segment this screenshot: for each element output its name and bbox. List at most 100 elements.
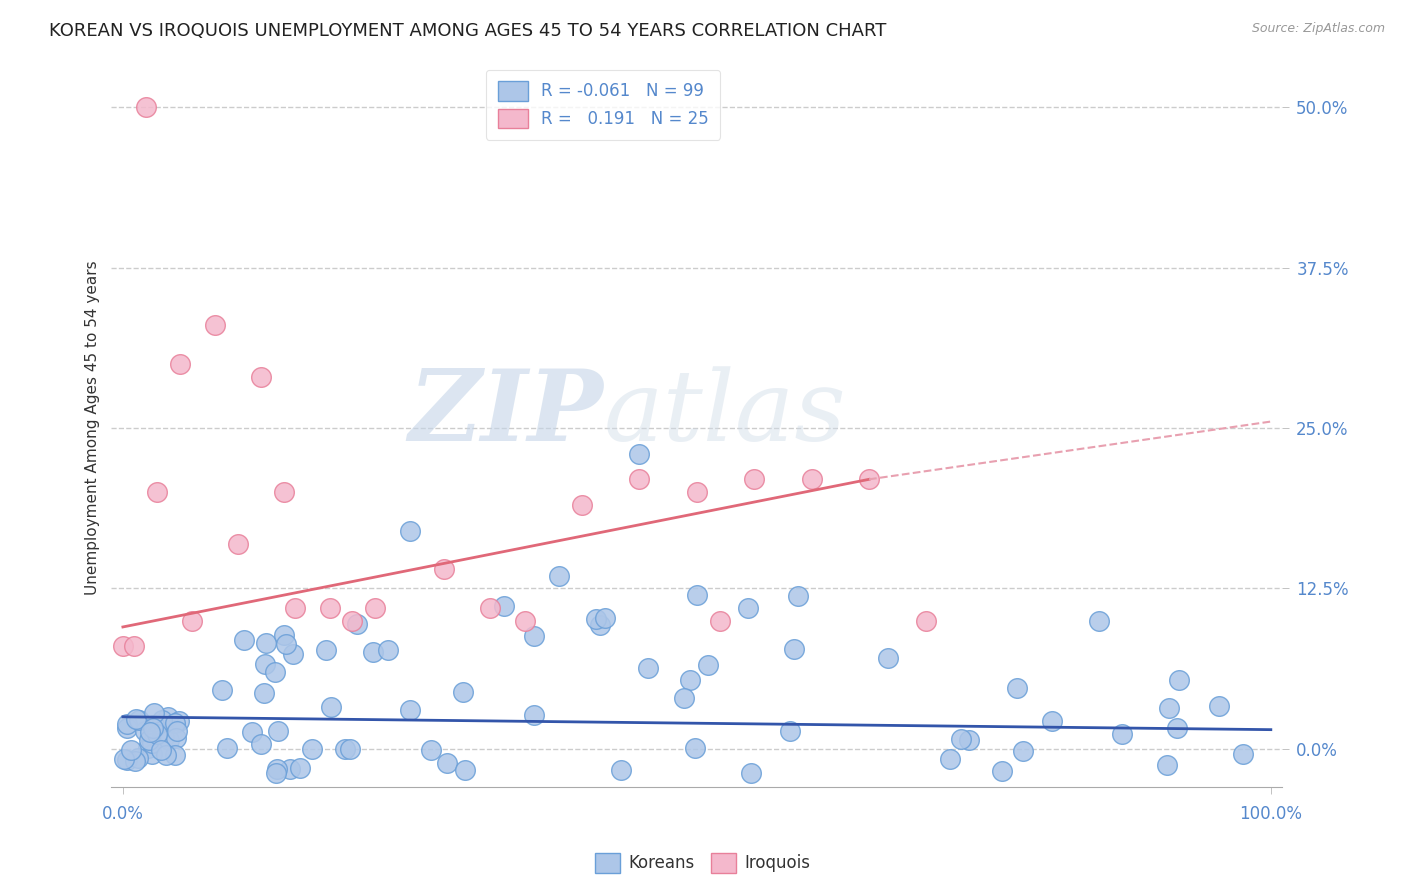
- Point: [167, 714, 190, 728]
- Point: [111, 639, 134, 653]
- Point: [165, 748, 187, 763]
- Point: [232, 632, 254, 647]
- Point: [264, 665, 287, 680]
- Point: [217, 741, 239, 756]
- Point: [134, 723, 156, 738]
- Point: [254, 635, 277, 649]
- Y-axis label: Unemployment Among Ages 45 to 54 years: Unemployment Among Ages 45 to 54 years: [86, 260, 100, 595]
- Point: [146, 485, 169, 500]
- Point: [165, 731, 187, 745]
- Point: [523, 708, 546, 723]
- Point: [124, 639, 146, 653]
- Point: [454, 764, 477, 778]
- Point: [273, 485, 295, 500]
- Point: [1040, 714, 1063, 728]
- Point: [364, 600, 387, 615]
- Point: [321, 699, 343, 714]
- Point: [120, 743, 142, 757]
- Point: [673, 690, 696, 705]
- Point: [876, 650, 898, 665]
- Point: [143, 706, 166, 721]
- Point: [858, 472, 880, 486]
- Point: [593, 611, 616, 625]
- Text: atlas: atlas: [603, 366, 846, 461]
- Text: Source: ZipAtlas.com: Source: ZipAtlas.com: [1251, 22, 1385, 36]
- Point: [1012, 744, 1035, 758]
- Point: [240, 725, 263, 739]
- Point: [112, 752, 135, 766]
- Point: [779, 724, 801, 739]
- Point: [1007, 681, 1029, 696]
- Point: [709, 614, 731, 628]
- Point: [165, 715, 187, 730]
- Legend: R = -0.061   N = 99, R =   0.191   N = 25: R = -0.061 N = 99, R = 0.191 N = 25: [486, 70, 720, 140]
- Point: [138, 733, 160, 747]
- Point: [142, 721, 165, 735]
- Point: [169, 357, 191, 371]
- Point: [740, 765, 762, 780]
- Point: [250, 737, 273, 751]
- Point: [957, 732, 980, 747]
- Point: [127, 751, 149, 765]
- Point: [339, 742, 361, 756]
- Point: [1087, 614, 1109, 628]
- Point: [683, 740, 706, 755]
- Point: [609, 764, 631, 778]
- Point: [686, 588, 709, 602]
- Point: [1157, 700, 1180, 714]
- Point: [166, 723, 188, 738]
- Point: [548, 568, 571, 582]
- Point: [318, 600, 340, 615]
- Point: [204, 318, 226, 333]
- Point: [637, 661, 659, 675]
- Point: [315, 643, 337, 657]
- Point: [156, 710, 179, 724]
- Point: [346, 617, 368, 632]
- Point: [264, 766, 287, 780]
- Point: [128, 713, 150, 727]
- Point: [742, 472, 765, 486]
- Point: [1232, 747, 1254, 761]
- Point: [117, 753, 139, 767]
- Point: [697, 658, 720, 673]
- Point: [494, 599, 516, 613]
- Point: [949, 731, 972, 746]
- Point: [115, 717, 138, 731]
- Point: [301, 741, 323, 756]
- Point: [628, 447, 651, 461]
- Text: ZIP: ZIP: [408, 366, 603, 462]
- Point: [141, 736, 163, 750]
- Point: [141, 747, 163, 762]
- Text: KOREAN VS IROQUOIS UNEMPLOYMENT AMONG AGES 45 TO 54 YEARS CORRELATION CHART: KOREAN VS IROQUOIS UNEMPLOYMENT AMONG AG…: [49, 22, 887, 40]
- Point: [399, 703, 422, 717]
- Point: [800, 472, 823, 486]
- Point: [786, 589, 808, 603]
- Point: [737, 601, 759, 615]
- Point: [150, 713, 173, 727]
- Point: [253, 685, 276, 699]
- Point: [436, 756, 458, 771]
- Point: [124, 755, 146, 769]
- Point: [135, 100, 157, 114]
- Point: [399, 524, 422, 538]
- Point: [678, 673, 700, 688]
- Point: [915, 614, 938, 628]
- Point: [1208, 698, 1230, 713]
- Point: [361, 645, 384, 659]
- Point: [142, 718, 165, 732]
- Point: [513, 614, 536, 628]
- Point: [342, 614, 364, 628]
- Point: [686, 485, 709, 500]
- Point: [290, 761, 312, 775]
- Point: [479, 600, 502, 615]
- Point: [1111, 727, 1133, 741]
- Point: [254, 657, 277, 671]
- Point: [1156, 758, 1178, 772]
- Point: [523, 629, 546, 643]
- Point: [155, 747, 177, 762]
- Point: [157, 732, 180, 747]
- Point: [153, 731, 176, 745]
- Point: [588, 618, 610, 632]
- Point: [138, 725, 160, 739]
- Point: [451, 685, 474, 699]
